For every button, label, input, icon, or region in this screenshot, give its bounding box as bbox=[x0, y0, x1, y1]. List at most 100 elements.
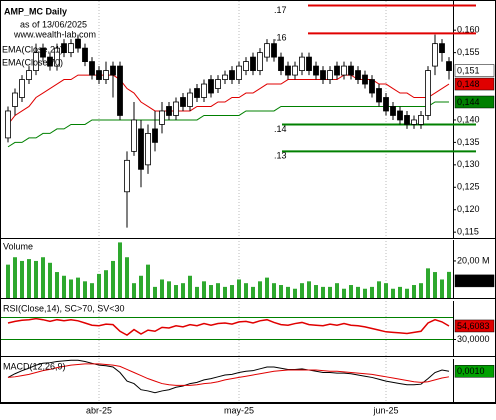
pane-title: MACD(12,26,9) bbox=[3, 361, 66, 371]
y-tick-label: 0,130 bbox=[457, 159, 480, 169]
volume-bar bbox=[391, 288, 395, 298]
volume-bar bbox=[349, 285, 353, 298]
candle-body bbox=[264, 43, 270, 58]
candle-body bbox=[5, 110, 11, 139]
candle-body bbox=[40, 47, 46, 58]
candle-body bbox=[341, 65, 347, 76]
last-value-label: 14,10 M bbox=[457, 276, 490, 286]
volume-bar bbox=[13, 257, 17, 298]
indicator-line bbox=[7, 317, 450, 336]
volume-bar bbox=[20, 260, 24, 298]
last-value-box bbox=[454, 95, 495, 109]
volume-bar bbox=[328, 286, 332, 298]
candle-body bbox=[110, 65, 116, 76]
candle-body bbox=[19, 79, 25, 98]
y-tick-label: 0,140 bbox=[457, 114, 480, 124]
candle-body bbox=[362, 74, 368, 85]
candle-body bbox=[54, 47, 60, 67]
volume-bar bbox=[440, 279, 444, 298]
candle-body bbox=[334, 65, 340, 76]
volume-bar bbox=[426, 268, 430, 298]
candle-body bbox=[257, 52, 263, 71]
candle-body bbox=[152, 128, 158, 143]
candle-body bbox=[271, 43, 277, 58]
candle-body bbox=[159, 110, 165, 125]
volume-bar bbox=[41, 257, 45, 298]
last-value-box bbox=[454, 77, 495, 91]
candle-body bbox=[425, 70, 431, 116]
candle-body bbox=[89, 61, 95, 76]
x-tick-label: may-25 bbox=[224, 405, 254, 415]
volume-bar bbox=[342, 288, 346, 298]
y-tick-label: 20,00 M bbox=[457, 255, 490, 265]
volume-bar bbox=[293, 288, 297, 298]
volume-bar bbox=[237, 279, 241, 298]
chart-subtitle: as of 13/06/2025 bbox=[20, 19, 87, 29]
candle-body bbox=[201, 83, 207, 98]
volume-bar bbox=[174, 285, 178, 298]
volume-bar bbox=[209, 285, 213, 298]
volume-bar bbox=[335, 283, 339, 298]
last-value-box bbox=[454, 274, 495, 288]
last-value-label: 54,6083 bbox=[457, 321, 490, 331]
candle-body bbox=[166, 106, 172, 116]
volume-bar bbox=[356, 286, 360, 298]
y-tick-label: 0,120 bbox=[457, 204, 480, 214]
volume-bar bbox=[300, 283, 304, 298]
candle-body bbox=[376, 88, 382, 103]
y-tick-label: 0,125 bbox=[457, 182, 480, 192]
ema-line bbox=[7, 74, 450, 125]
last-value-label: 0,0010 bbox=[457, 366, 485, 376]
y-tick-label: 0,135 bbox=[457, 137, 480, 147]
candle-body bbox=[75, 38, 81, 49]
candle-body bbox=[299, 56, 305, 71]
volume-bar bbox=[160, 279, 164, 298]
volume-bar bbox=[223, 286, 227, 298]
volume-bar bbox=[6, 264, 10, 298]
candle-body bbox=[278, 56, 284, 71]
volume-bar bbox=[447, 271, 451, 298]
volume-bar bbox=[153, 286, 157, 298]
volume-bar bbox=[363, 288, 367, 298]
y-tick-label: 30,0000 bbox=[457, 334, 490, 344]
candle-body bbox=[82, 47, 88, 62]
candle-body bbox=[96, 70, 102, 80]
volume-bar bbox=[412, 285, 416, 298]
last-value-label: 0,151 bbox=[457, 65, 480, 75]
candle-body bbox=[446, 61, 452, 71]
candle-body bbox=[348, 65, 354, 76]
volume-bar bbox=[111, 260, 115, 298]
volume-bar bbox=[146, 264, 150, 298]
volume-bar bbox=[384, 283, 388, 298]
volume-bar bbox=[286, 286, 290, 298]
legend-entry: EMA(Close,21) bbox=[2, 44, 63, 54]
candle-body bbox=[26, 70, 32, 80]
volume-bar bbox=[139, 275, 143, 298]
volume-bar bbox=[83, 281, 87, 298]
volume-bar bbox=[181, 283, 185, 298]
candle-body bbox=[33, 52, 39, 71]
legend-entry: EMA(Close,70) bbox=[2, 57, 63, 67]
volume-bar bbox=[265, 277, 269, 298]
volume-bar bbox=[97, 273, 101, 298]
indicator-line bbox=[7, 363, 450, 386]
last-value-label: 0,148 bbox=[457, 79, 480, 89]
candle-body bbox=[194, 88, 200, 98]
candle-body bbox=[355, 70, 361, 80]
candle-body bbox=[432, 43, 438, 67]
volume-bar bbox=[230, 285, 234, 298]
y-tick-label: 0,160 bbox=[457, 25, 480, 35]
volume-bar bbox=[307, 281, 311, 298]
volume-bar bbox=[195, 286, 199, 298]
candle-body bbox=[47, 56, 53, 67]
candle-body bbox=[12, 92, 18, 107]
candle-body bbox=[187, 92, 193, 107]
candle-body bbox=[124, 159, 130, 193]
volume-bar bbox=[69, 279, 73, 298]
candle-body bbox=[439, 43, 445, 54]
volume-bar bbox=[405, 288, 409, 298]
volume-bar bbox=[321, 286, 325, 298]
candle-body bbox=[229, 70, 235, 80]
volume-bar bbox=[27, 259, 31, 298]
volume-bar bbox=[34, 260, 38, 298]
